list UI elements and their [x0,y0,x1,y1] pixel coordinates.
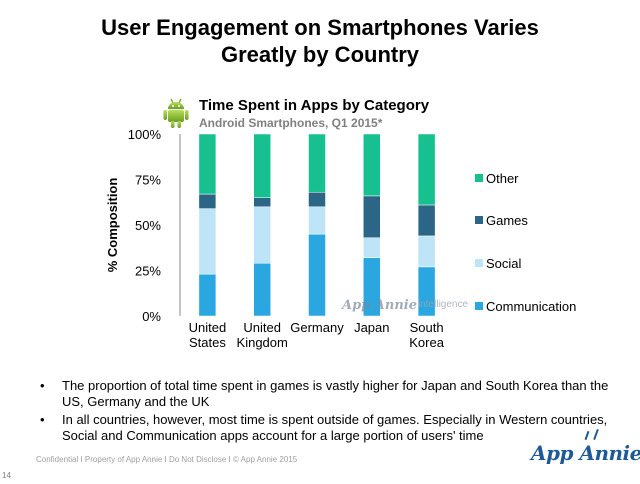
bar-segment-games [198,193,217,209]
x-tick-label: Japan [354,320,389,335]
bar-segment-communication [198,273,217,317]
y-tick-label: 0% [142,309,161,324]
watermark-product: intelligence [418,299,468,310]
app-annie-logo-text: App Annie [531,441,640,465]
bar-segment-social [363,237,381,259]
bar-segment-social [417,235,436,268]
x-tick-label: Korea [409,335,444,350]
y-tick-label: 100% [128,127,162,142]
legend-label: Social [486,256,522,271]
app-annie-logo: App Annie [531,428,640,465]
footer-confidential: Confidential I Property of App Annie I D… [36,455,298,464]
bar-segment-social [198,208,217,275]
chart-title: Time Spent in Apps by Category [199,97,430,114]
legend-swatch-other [475,174,483,182]
slide-title-line-2: Greatly by Country [220,42,420,67]
bar-segment-other [198,133,217,195]
bar-segment-games [417,204,436,237]
bar-segment-social [308,206,326,235]
slide-title: User Engagement on Smartphones Varies Gr… [0,14,640,68]
y-axis-title: % Composition [105,178,120,273]
bullet-item: The proportion of total time spent in ga… [36,378,611,410]
bullet-list: The proportion of total time spent in ga… [36,378,611,446]
legend-label: Communication [486,299,576,314]
y-tick-label: 25% [135,264,161,279]
bar-segment-other [253,133,271,198]
stacked-bar-chart: 0%25%50%75%100%% CompositionUnitedStates… [105,127,576,350]
bar-segment-other [308,133,326,193]
bar-segment-social [253,206,271,264]
x-tick-label: States [189,335,226,350]
y-tick-label: 75% [135,173,161,188]
x-tick-label: United [189,320,227,335]
legend-label: Games [486,213,528,228]
bar-segment-games [363,195,381,238]
bar-segment-games [308,191,326,208]
x-tick-label: United [243,320,281,335]
slide-title-line-1: User Engagement on Smartphones Varies [101,15,539,40]
watermark-brand: App Annie [340,298,417,313]
x-tick-label: Germany [290,320,344,335]
bar-segment-communication [253,262,271,317]
legend-label: Other [486,171,519,186]
bar-segment-communication [308,233,326,317]
chart-subtitle: Android Smartphones, Q1 2015* [199,116,383,130]
bar-segment-other [363,133,381,197]
bar-segment-other [417,133,436,206]
x-tick-label: Kingdom [237,335,288,350]
legend-swatch-communication [475,302,483,310]
bar-segment-games [253,197,271,208]
legend-swatch-social [475,259,483,267]
y-tick-label: 50% [135,218,161,233]
legend-swatch-games [475,216,483,224]
bullet-item: In all countries, however, most time is … [36,412,611,444]
x-tick-label: South [410,320,444,335]
page-number: 14 [2,471,11,480]
android-robot-icon [163,98,189,128]
